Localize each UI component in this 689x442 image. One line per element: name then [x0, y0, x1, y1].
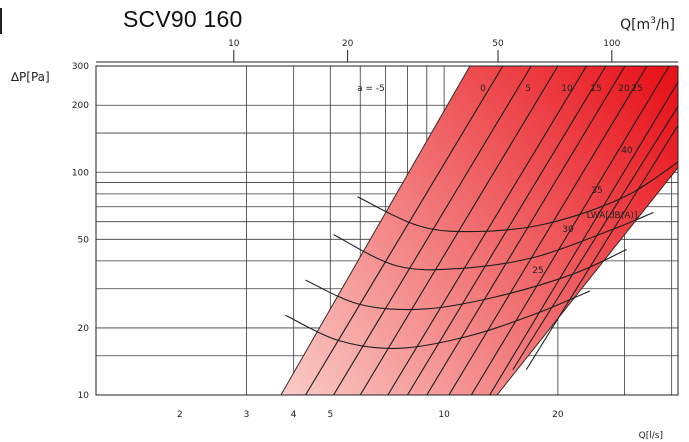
y-tick-label: 50	[78, 235, 90, 245]
damper-line	[387, 66, 587, 395]
top-tick-label: 100	[603, 39, 620, 49]
x-axis-title-top-main: Q[m	[620, 17, 650, 33]
damper-line	[426, 66, 626, 395]
y-tick-label: 20	[78, 324, 90, 334]
sound-label: 35	[591, 186, 602, 196]
damper-line	[525, 124, 678, 370]
damper-label: 10	[561, 84, 573, 94]
damper-line	[470, 66, 670, 395]
x-axis-title-top-tail: /h]	[656, 17, 675, 33]
bottom-tick-label: 20	[552, 410, 564, 420]
damper-label: a = -5	[357, 84, 385, 94]
plot-border	[95, 65, 679, 396]
operating-region-shape	[280, 66, 678, 395]
bottom-tick-label: 3	[244, 410, 250, 420]
damper-line	[512, 105, 678, 370]
y-tick-label: 100	[72, 168, 89, 178]
damper-label: 5	[525, 84, 531, 94]
damper-line	[448, 66, 648, 395]
edge-marker	[0, 8, 2, 34]
chart-title: SCV90 160	[123, 6, 243, 32]
plot-frame	[95, 65, 679, 396]
damper-line	[406, 66, 607, 395]
y-tick-label: 300	[72, 62, 89, 72]
sound-curve	[305, 248, 627, 311]
damper-line	[489, 81, 678, 395]
bottom-tick-label: 4	[291, 410, 297, 420]
sound-curve	[357, 161, 678, 233]
y-tick-label: 200	[72, 101, 89, 111]
x-axis-title-top: Q[m3/h]	[620, 16, 675, 33]
damper-label: 25	[631, 84, 642, 94]
y-tick-label: 10	[78, 391, 90, 401]
damper-label: 0	[480, 84, 486, 94]
x-axis-title-bottom: Q[l/s]	[639, 431, 663, 441]
bottom-tick-label: 2	[177, 410, 183, 420]
damper-label: 20	[618, 84, 630, 94]
bottom-tick-label: 10	[438, 410, 450, 420]
sound-label: 40	[621, 146, 633, 156]
top-tick-label: 50	[492, 39, 504, 49]
x-axis-title-top-sup: 3	[650, 16, 656, 26]
sound-unit-label: LWA[dB(A)]	[587, 211, 638, 221]
damper-label: 15	[590, 84, 601, 94]
top-tick-label: 20	[342, 39, 354, 49]
operating-region	[280, 66, 678, 395]
bottom-tick-label: 5	[327, 410, 333, 420]
damper-line	[359, 66, 559, 395]
sound-label: 30	[562, 225, 574, 235]
sound-curves	[285, 161, 678, 349]
axis-ticks: 1020501002003002345102050601020501002003…	[10, 16, 678, 441]
sound-curve	[285, 290, 591, 349]
damper-line	[333, 66, 532, 395]
y-axis-title: ∆P[Pa]	[10, 70, 50, 84]
sound-curve	[333, 211, 654, 271]
sound-label: 25	[532, 266, 543, 276]
damper-lines	[305, 66, 678, 395]
top-tick-label: 10	[228, 39, 240, 49]
